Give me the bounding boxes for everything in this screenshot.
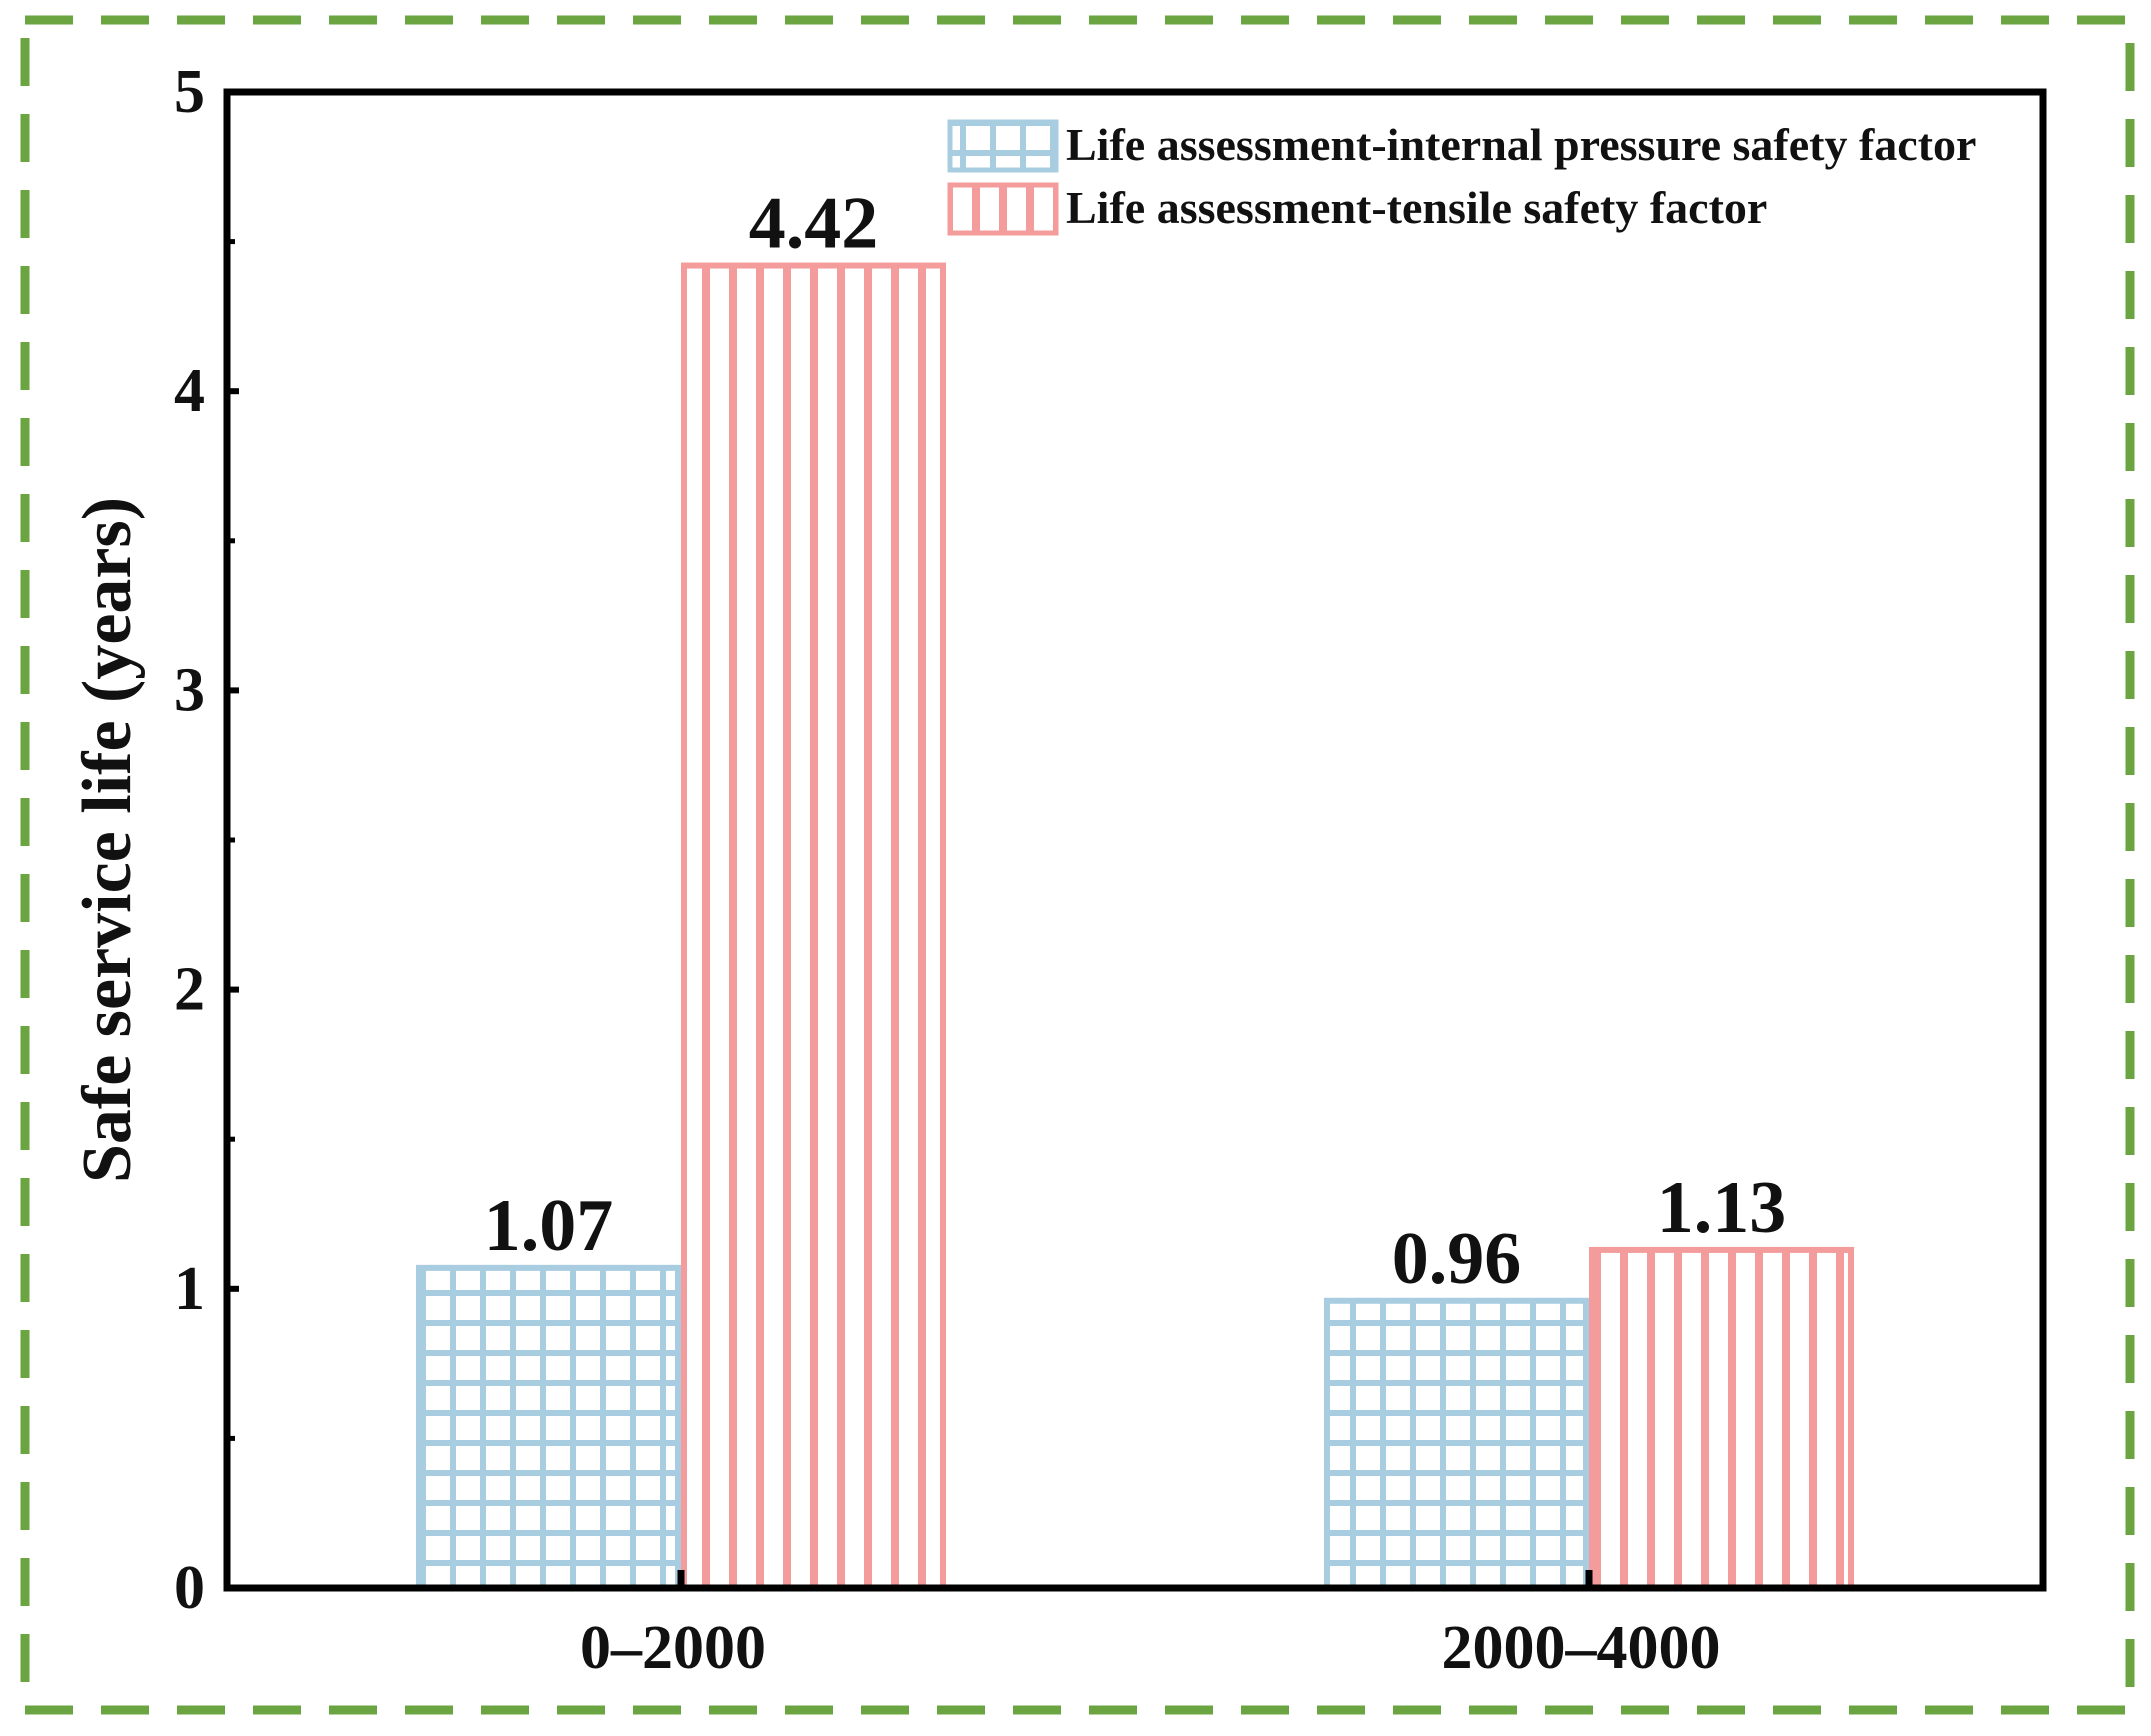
bar-data-label: 1.13 [1657,1167,1787,1249]
y-axis: 0 1 2 3 4 5 [174,58,239,1622]
plot-area: 1.07 4.42 0.96 1.13 [416,183,1854,1592]
x-tick-label: 2000–4000 [1442,1614,1721,1682]
y-tick-label: 5 [174,58,205,126]
bar-data-label: 1.07 [484,1185,614,1267]
legend-entry-label: Life assessment-internal pressure safety… [1066,119,1976,170]
bar-vertical-stripes-1 [1589,1246,1854,1592]
bar-grid-1 [1324,1297,1589,1591]
y-tick-label: 2 [174,956,205,1024]
legend-entry-label: Life assessment-tensile safety factor [1066,182,1767,233]
x-axis: 0–2000 2000–4000 [580,1570,1721,1682]
y-tick-label: 3 [174,656,205,724]
y-tick-label: 0 [174,1554,205,1622]
bar-data-label: 4.42 [749,183,879,265]
legend-swatch [947,182,1059,236]
y-tick-label: 1 [174,1255,205,1323]
x-tick-label: 0–2000 [580,1614,766,1682]
legend-swatch [947,119,1059,173]
bar-vertical-stripes-0 [681,262,946,1591]
bar-grid-0 [416,1264,681,1591]
y-tick-label: 4 [174,357,205,425]
bar-data-label: 0.96 [1392,1218,1522,1300]
y-axis-title: Safe service life (years) [69,497,146,1183]
legend: Life assessment-internal pressure safety… [947,119,1976,236]
